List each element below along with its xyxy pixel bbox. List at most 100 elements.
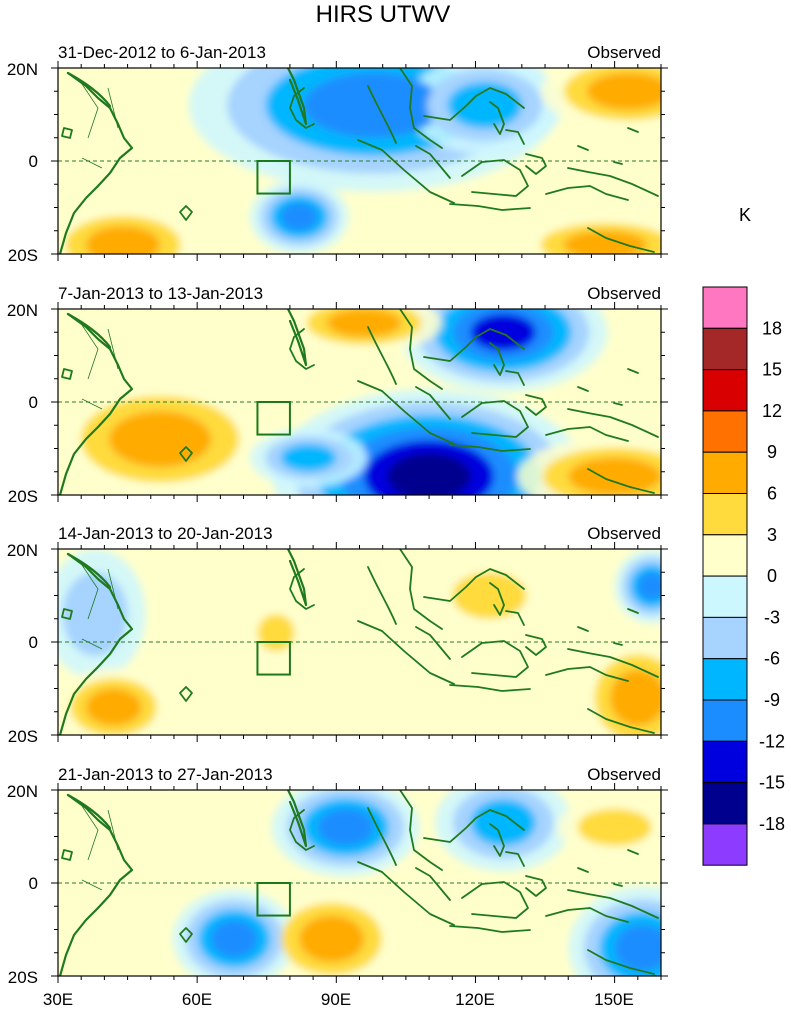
colorbar-swatch-9 [702, 616, 748, 660]
colorbar-swatch-2 [702, 327, 748, 371]
panel-3-coastline-13 [489, 582, 505, 616]
panel-1-ticks [51, 61, 668, 261]
colorbar-level-label: -15 [759, 773, 785, 793]
panel-2-coastline-15 [545, 426, 629, 442]
colorbar-swatch-13 [702, 782, 748, 825]
panel-1-coastline-4 [289, 87, 315, 129]
colorbar-swatch-14 [702, 823, 748, 866]
colorbar-level-label: 3 [767, 525, 777, 545]
lon-90e-label: 90E [321, 990, 351, 1009]
panel-1-coastline-17 [587, 227, 655, 253]
panel-1-coastline-8 [357, 139, 455, 204]
colorbar-swatch-6 [702, 493, 748, 536]
colorbar-level-label: 6 [767, 484, 777, 504]
panel-2-coastline-3 [286, 309, 308, 367]
panel-4-coastlines [58, 790, 659, 976]
panel-1-anomaly-contour-2-1 [586, 72, 661, 110]
panel-4-coastline-13 [489, 823, 505, 857]
panel-4-lat-20s-label: 20S [8, 968, 38, 987]
panel-2-reference-box [256, 401, 291, 436]
panel-2-coastline-20 [577, 386, 589, 392]
panel-1: 31-Dec-2012 to 6-Jan-2013 Observed 20N 0… [7, 43, 668, 265]
colorbar-level-label: -18 [759, 814, 785, 834]
panel-1-anomaly-contour-1-1 [303, 72, 443, 138]
panel-3-anomaly-map [58, 549, 661, 735]
panel-3-coastline-15 [545, 666, 629, 682]
panel-4-anomaly-contour-2-1 [470, 799, 536, 846]
panel-3-coastline-6 [399, 549, 443, 630]
panel-2-lat-20n-label: 20N [7, 301, 38, 320]
panel-3-anomaly-contour-2-1 [637, 572, 661, 601]
panel-1-coastline-7 [423, 87, 525, 121]
panel-1-anomaly-contour-6-1 [447, 81, 522, 129]
panel-4-coastline-15 [545, 907, 629, 923]
panel-2-anomaly-contour-4-1 [568, 457, 661, 495]
panel-1-coastline-10 [449, 203, 531, 211]
panel-4-coastline-19 [61, 849, 73, 861]
panel-1-country-borders [77, 77, 119, 169]
colorbar-level-label: 15 [762, 360, 782, 380]
panel-4-anomaly-contour-6-1 [577, 808, 652, 846]
panel-4-coastline-2 [66, 793, 112, 830]
panel-4-lat-0-label: 0 [29, 874, 38, 893]
panel-3-coastline-22 [627, 608, 639, 614]
panel-1-coastline-2 [66, 71, 112, 108]
colorbar: 18 15 12 9 6 3 0 -3 -6 -9 -12 -15 -18 [702, 286, 785, 866]
panel-2-anomaly-contour-6-1 [280, 443, 337, 472]
panel-3-coastline-9 [415, 626, 451, 660]
colorbar-swatch-1 [702, 286, 748, 329]
panel-1-anomaly-contour-5-1 [280, 202, 318, 231]
panel-3-anomaly-contour-3-1 [452, 572, 527, 619]
panel-1-coastline-22 [627, 127, 639, 133]
colorbar-swatch-8 [702, 575, 748, 618]
panel-1-coastline-18 [179, 205, 193, 221]
panel-2-country-borders [77, 318, 119, 410]
colorbar-level-label: 9 [767, 442, 777, 462]
panel-1-coastline-12 [525, 153, 547, 175]
colorbar-swatch-11 [702, 699, 748, 742]
panel-4-lat-20n-label: 20N [7, 782, 38, 801]
panel-3-coastline-2 [66, 552, 112, 589]
panel-3-coastline-20 [577, 626, 589, 632]
panel-2-coastline-10 [449, 444, 531, 452]
panel-4-coastline-3 [286, 790, 308, 848]
panel-1-coastline-5 [367, 85, 397, 144]
panel-2-coastline-18 [179, 446, 193, 462]
panel-3-coastline-7 [423, 568, 525, 602]
colorbar-swatch-7 [702, 534, 748, 577]
panel-2-coastline-19 [61, 368, 73, 380]
panel-1-coastline-13 [489, 101, 505, 135]
panel-4-anomaly-contour-1-1 [317, 808, 374, 846]
panel-2-anomaly-contour-2-1 [387, 453, 471, 495]
panel-3: 14-Jan-2013 to 20-Jan-2013 Observed 20N … [7, 524, 668, 746]
lon-150e-label: 150E [594, 990, 634, 1009]
panel-4-coastline-21 [613, 883, 623, 887]
panel-3-coastline-1 [58, 552, 134, 735]
panel-3-coastline-14 [505, 610, 525, 626]
colorbar-level-label: -6 [764, 649, 780, 669]
colorbar-level-labels: 18 15 12 9 6 3 0 -3 -6 -9 -12 -15 -18 [759, 318, 785, 834]
panel-2-lat-20s-label: 20S [8, 487, 38, 506]
colorbar-level-label: 0 [767, 566, 777, 586]
panel-2-coastline-14 [505, 370, 525, 386]
panel-3-coastline-21 [613, 642, 623, 646]
panel-4-anomaly-contour-5-1 [211, 920, 258, 958]
panel-3-country-borders [77, 558, 119, 650]
panel-1-coastline-21 [613, 161, 623, 165]
panel-4-coastline-16 [567, 889, 659, 919]
panel-3-status-label: Observed [587, 524, 661, 543]
panel-1-coastline-11 [461, 159, 529, 197]
panel-3-coastlines [58, 549, 659, 735]
panel-3-coastline-11 [461, 640, 529, 678]
panel-3-anomaly-contour-4-1 [609, 669, 661, 726]
panel-2-coastline-16 [567, 408, 659, 438]
panel-4-coastline-22 [627, 849, 639, 855]
panel-2-date-range: 7-Jan-2013 to 13-Jan-2013 [58, 284, 263, 303]
panel-2-anomaly-contour-3-1 [470, 313, 536, 351]
panel-2-anomaly-contour-5-1 [327, 309, 402, 337]
longitude-axis: 30E 60E 90E 120E 150E [43, 990, 634, 1009]
panel-3-coastline-19 [61, 608, 73, 620]
panel-2-coastline-9 [415, 386, 451, 420]
panel-2-coastlines [58, 309, 659, 495]
